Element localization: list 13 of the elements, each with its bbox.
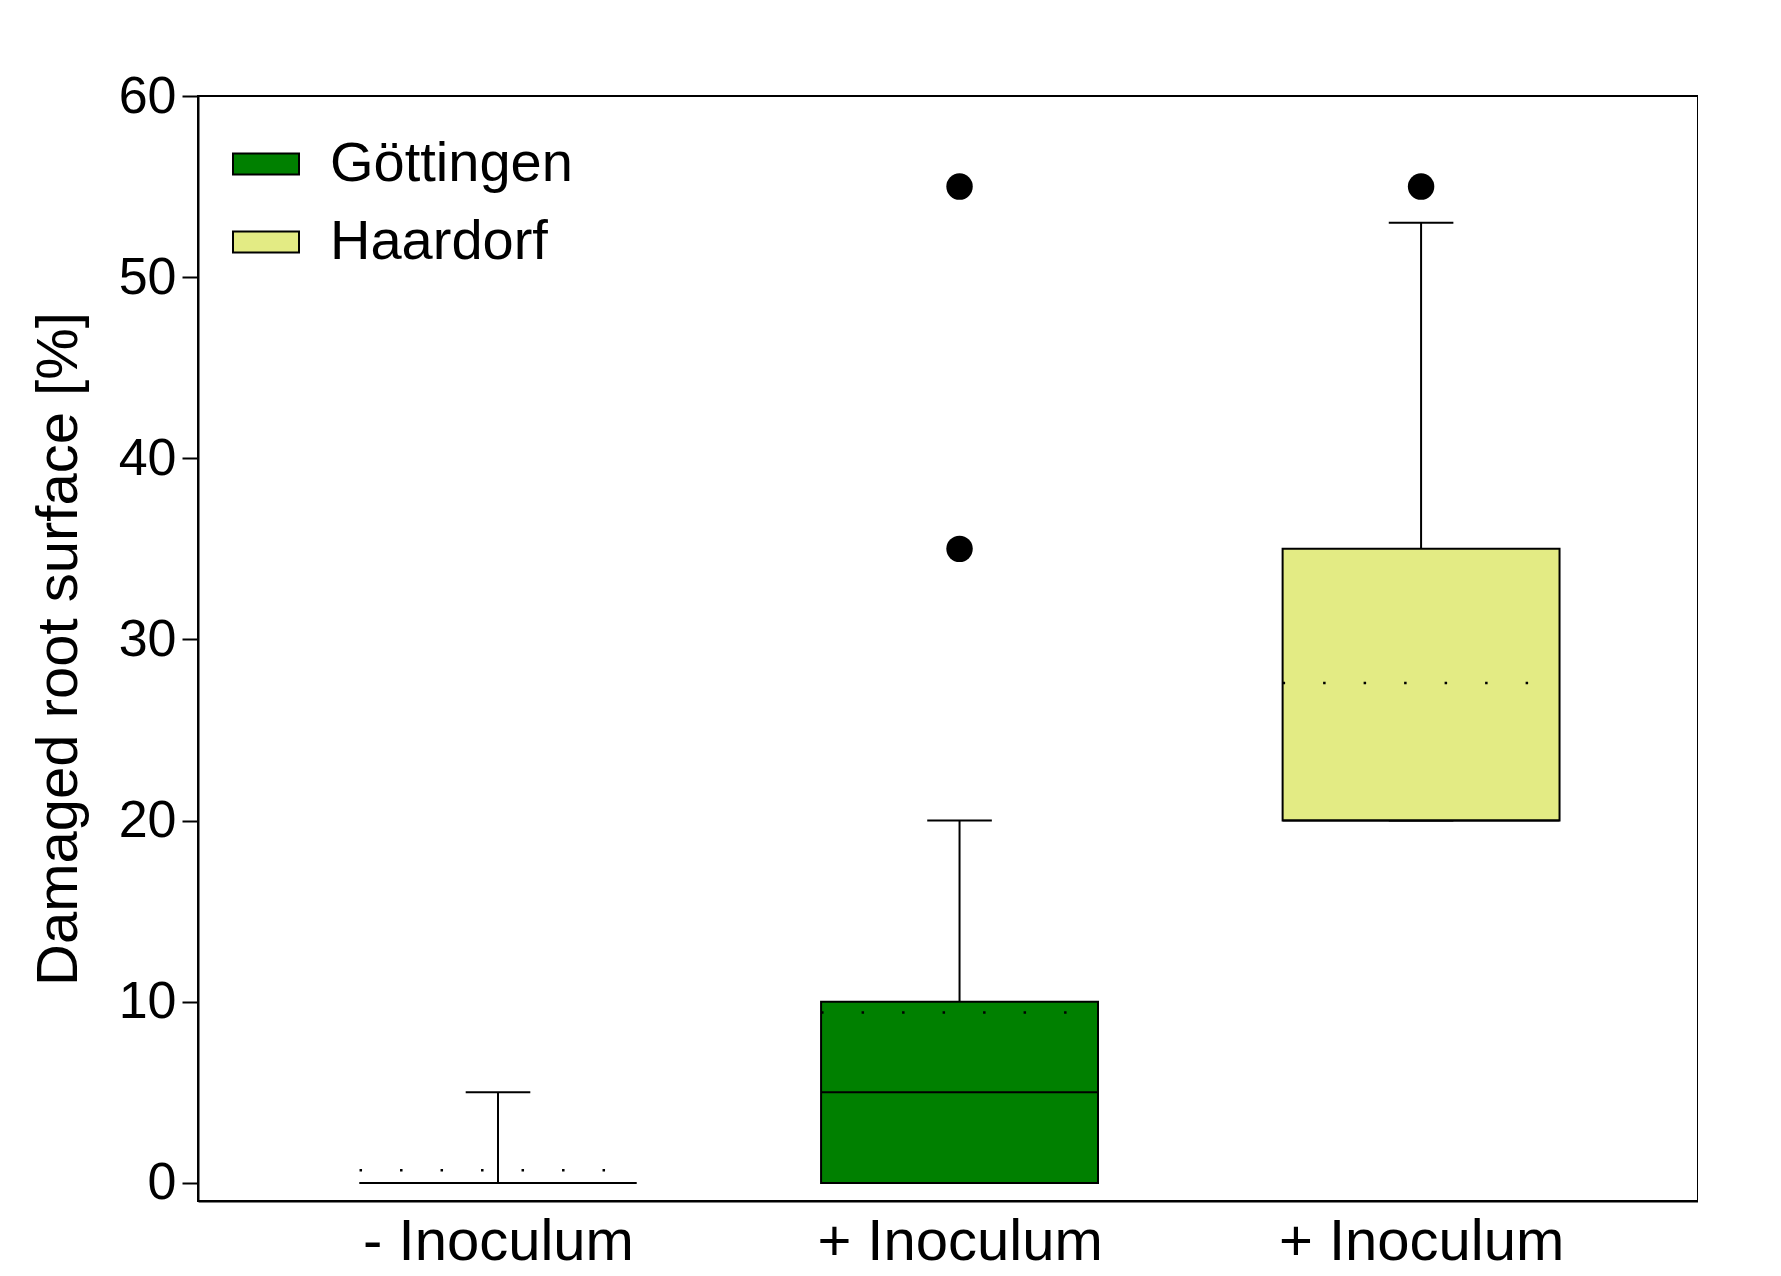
y-tick-label: 10 <box>118 971 177 1030</box>
y-tick-label: 30 <box>118 608 177 667</box>
legend-label: Haardorf <box>330 208 549 271</box>
x-tick-label: + Inoculum <box>817 1206 1103 1272</box>
x-tick-label: + Inoculum <box>1278 1206 1565 1272</box>
y-tick-label: 40 <box>118 427 177 486</box>
y-axis-title: Damaged root surface [%] <box>23 312 89 986</box>
y-tick-label: 0 <box>147 1152 177 1211</box>
legend-label: Göttingen <box>330 130 573 193</box>
y-tick-label: 50 <box>118 246 177 305</box>
y-tick-label: 60 <box>118 65 177 124</box>
x-tick-label: - Inoculum <box>363 1206 634 1272</box>
y-tick-label: 20 <box>118 790 177 849</box>
